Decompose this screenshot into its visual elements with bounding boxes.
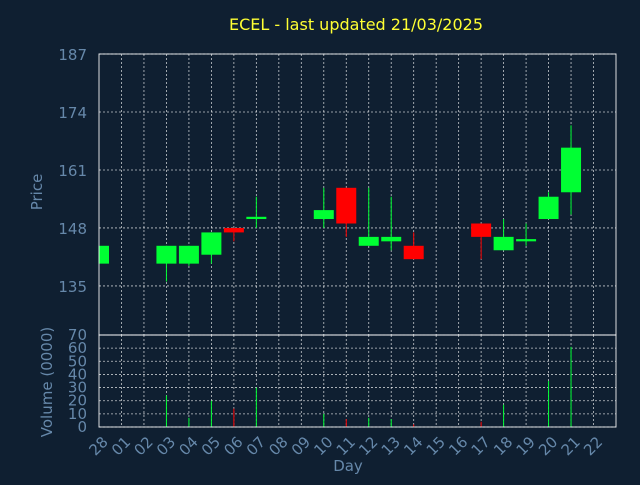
volume-tick-label: 10 bbox=[68, 405, 87, 423]
x-axis-ticks: 2801020304050607080910111213141516171819… bbox=[86, 433, 607, 459]
price-tick-label: 174 bbox=[58, 104, 87, 122]
volume-tick-label: 30 bbox=[68, 379, 87, 397]
chart-title: ECEL - last updated 21/03/2025 bbox=[229, 15, 483, 34]
candle-body bbox=[156, 245, 177, 264]
candle-body bbox=[516, 239, 537, 242]
price-tick-label: 161 bbox=[58, 162, 87, 180]
candle-body bbox=[381, 236, 402, 242]
candle-body bbox=[99, 245, 109, 264]
price-panel: 135 148 161 174 187 bbox=[58, 46, 617, 336]
price-tick-label: 135 bbox=[58, 278, 87, 296]
candle-body bbox=[471, 223, 492, 237]
volume-tick-label: 40 bbox=[68, 365, 87, 383]
price-axis-label: Price bbox=[28, 174, 46, 211]
x-axis-label: Day bbox=[333, 457, 363, 475]
volume-tick-label: 50 bbox=[68, 352, 87, 370]
candle-body bbox=[358, 236, 379, 246]
volume-axis-label: Volume (0000) bbox=[38, 327, 56, 437]
candle-body bbox=[403, 245, 424, 260]
volume-tick-label: 20 bbox=[68, 392, 87, 410]
price-tick-label: 187 bbox=[58, 46, 87, 64]
volume-tick-label: 0 bbox=[77, 418, 87, 436]
candle-body bbox=[538, 196, 559, 220]
price-tick-label: 148 bbox=[58, 220, 87, 238]
volume-tick-label: 60 bbox=[68, 339, 87, 357]
candle-body bbox=[178, 245, 199, 264]
candle-body bbox=[561, 147, 582, 193]
candle-body bbox=[313, 210, 334, 220]
volume-plot-border bbox=[98, 334, 617, 428]
candle-body bbox=[223, 227, 244, 233]
candle-body bbox=[493, 236, 514, 251]
candle-body bbox=[246, 216, 267, 220]
volume-tick-label: 70 bbox=[68, 326, 87, 344]
candle-body bbox=[336, 187, 357, 224]
candle-body bbox=[201, 232, 222, 255]
